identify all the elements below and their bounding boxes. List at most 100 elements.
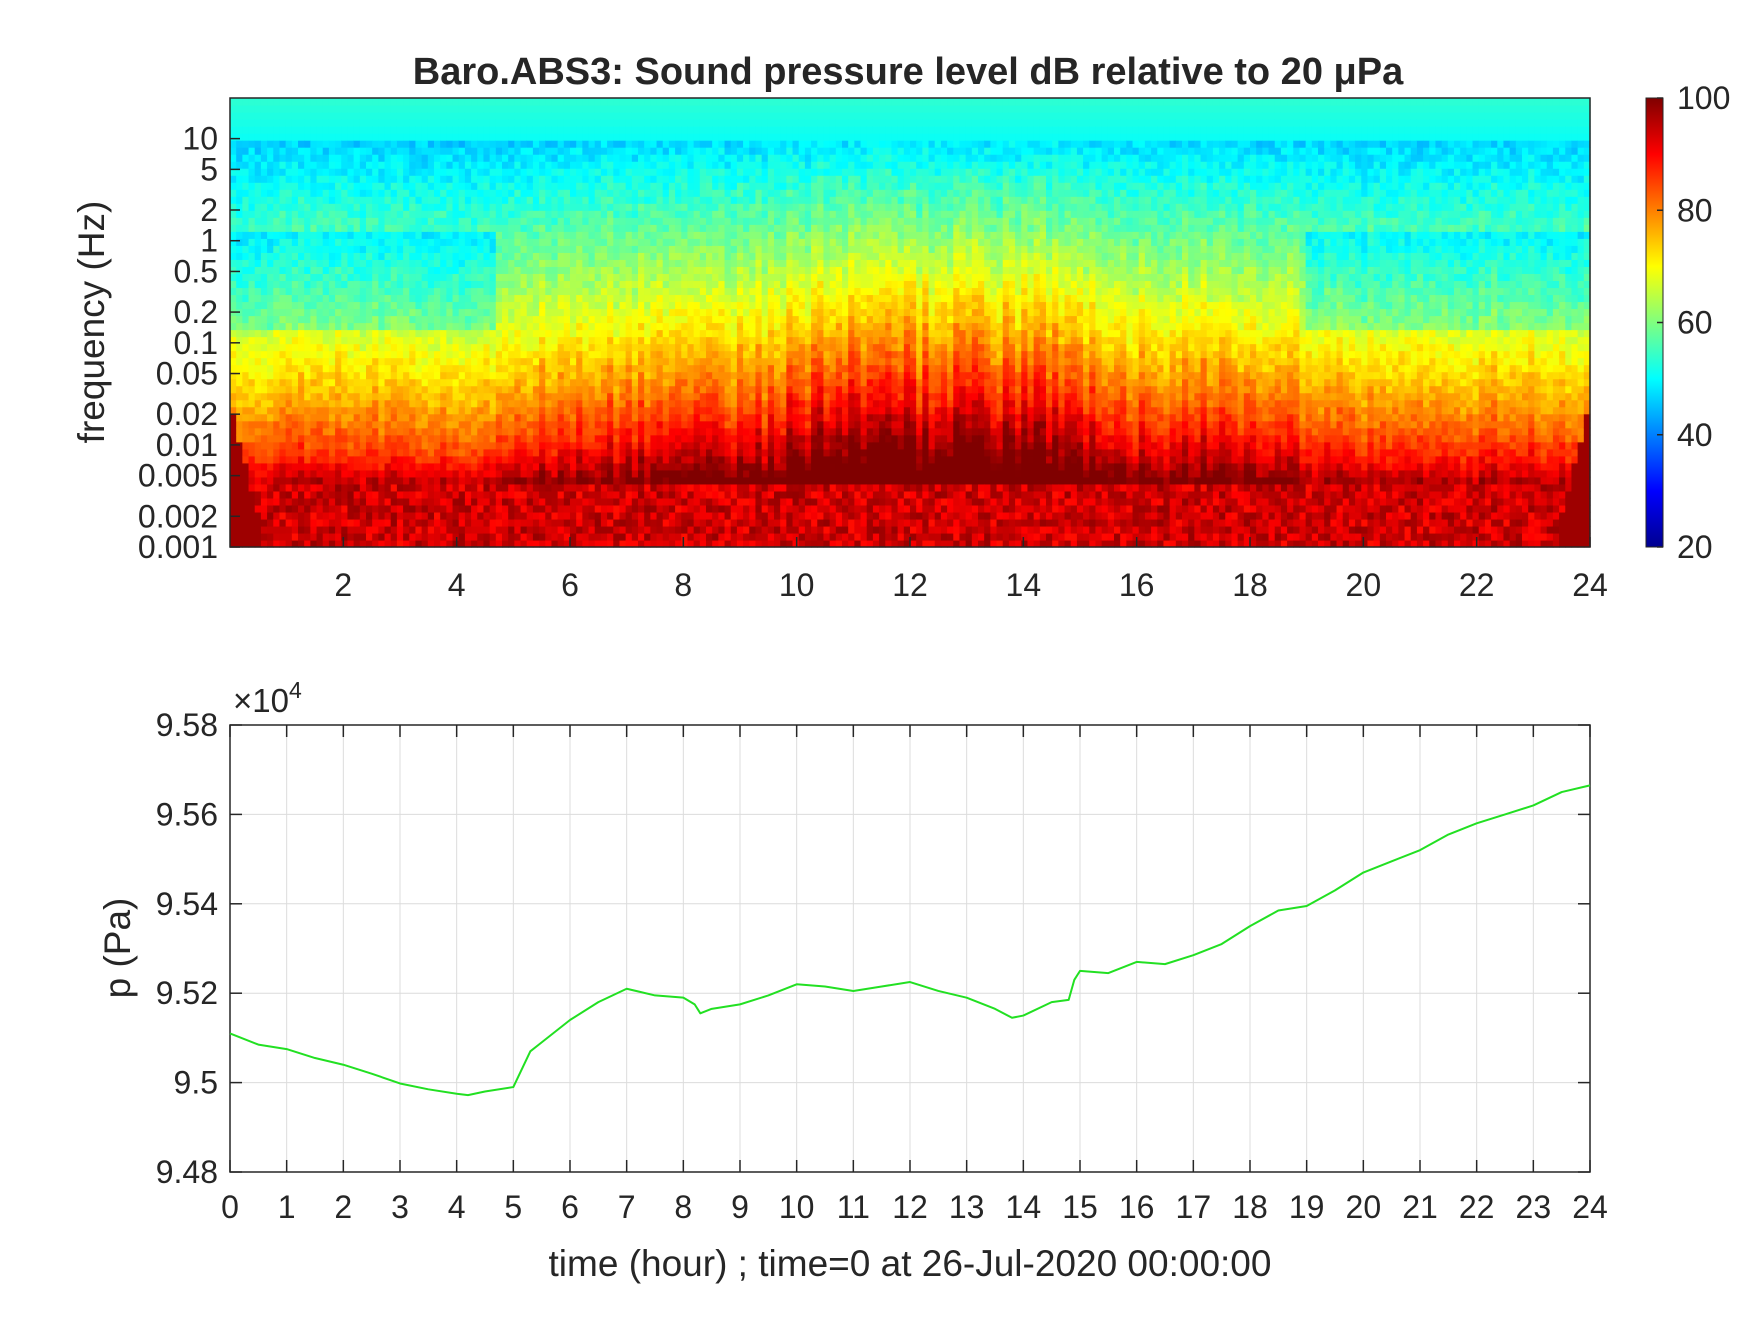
spectrogram-cell <box>353 532 361 541</box>
spectrogram-cell <box>619 469 627 478</box>
spectrogram-cell <box>489 231 497 239</box>
spectrogram-cell <box>681 371 689 380</box>
spectrogram-cell <box>267 259 274 267</box>
spectrogram-cell <box>699 245 707 253</box>
spectrogram-cell <box>495 483 503 492</box>
spectrogram-cell <box>304 182 311 190</box>
spectrogram-cell <box>347 532 355 541</box>
spectrogram-cell <box>638 119 645 127</box>
spectrogram-cell <box>273 350 281 359</box>
spectrogram-cell <box>625 539 633 548</box>
spectrogram-cell <box>471 175 478 183</box>
spectrogram-cell <box>279 245 287 253</box>
spectrogram-cell <box>384 462 392 471</box>
spectrogram-cell <box>557 315 565 324</box>
spectrogram-cell <box>409 357 417 366</box>
spectrogram-cell <box>656 189 664 197</box>
spectrogram-cell <box>520 175 528 183</box>
spectrogram-cell <box>668 322 676 331</box>
spectrogram-cell <box>242 350 250 359</box>
spectrogram-cell <box>396 497 404 506</box>
spectrogram-cell <box>310 371 318 380</box>
spectrogram-cell <box>452 147 460 155</box>
spectrogram-cell <box>316 105 324 113</box>
spectrogram-cell <box>421 329 429 338</box>
spectrogram-cell <box>353 168 361 176</box>
spectrogram-cell <box>681 203 689 211</box>
spectrogram-cell <box>520 497 528 506</box>
spectrogram-cell <box>298 448 305 457</box>
spectrogram-cell <box>687 133 695 141</box>
spectrogram-cell <box>576 357 583 366</box>
spectrogram-cell <box>477 294 485 303</box>
spectrogram-cell <box>372 224 379 232</box>
spectrogram-cell <box>273 161 281 169</box>
spectrogram-cell <box>298 322 305 331</box>
spectrogram-cell <box>248 224 256 232</box>
spectrogram-cell <box>242 455 250 464</box>
spectrogram-cell <box>335 539 342 548</box>
spectrogram-cell <box>458 112 466 120</box>
spectrogram-cell <box>396 448 404 457</box>
spectrogram-cell <box>675 469 682 478</box>
spectrogram-cell <box>254 455 262 464</box>
spectrogram-cell <box>279 259 287 267</box>
spectrogram-cell <box>588 315 596 324</box>
spectrogram-cell <box>304 301 311 310</box>
spectrogram-cell <box>625 301 633 310</box>
spectrogram-cell <box>483 98 491 106</box>
spectrogram-cell <box>452 371 460 380</box>
spectrogram-cell <box>366 238 373 246</box>
spectrogram-cell <box>304 441 311 450</box>
spectrogram-cell <box>452 483 460 492</box>
spectrogram-cell <box>619 399 627 408</box>
spectrogram-cell <box>483 448 491 457</box>
spectrogram-cell <box>378 315 386 324</box>
spectrogram-cell <box>242 196 250 204</box>
spectrogram-cell <box>452 455 460 464</box>
spectrogram-cell <box>668 189 676 197</box>
spectrogram-cell <box>477 427 485 436</box>
spectrogram-cell <box>600 112 608 120</box>
spectrogram-cell <box>681 182 689 190</box>
spectrogram-cell <box>706 476 713 485</box>
spectrogram-cell <box>378 490 386 499</box>
spectrogram-cell <box>563 196 571 204</box>
spectrogram-cell <box>693 133 701 141</box>
spectrogram-cell <box>291 161 299 169</box>
spectrogram-cell <box>687 238 695 246</box>
spectrogram-cell <box>600 266 608 274</box>
spectrogram-cell <box>242 98 250 106</box>
spectrogram-cell <box>644 210 651 218</box>
spectrogram-cell <box>273 301 281 310</box>
spectrogram-cell <box>242 427 250 436</box>
spectrogram-cell <box>421 203 429 211</box>
spectrogram-cell <box>328 196 336 204</box>
spectrogram-cell <box>427 462 435 471</box>
spectrogram-cell <box>236 455 243 464</box>
spectrogram-cell <box>557 476 565 485</box>
spectrogram-cell <box>260 182 268 190</box>
spectrogram-cell <box>495 469 503 478</box>
spectrogram-cell <box>415 245 423 253</box>
spectrogram-cell <box>656 238 664 246</box>
spectrogram-cell <box>582 483 590 492</box>
spectrogram-cell <box>464 399 472 408</box>
spectrogram-cell <box>675 490 682 499</box>
spectrogram-cell <box>328 448 336 457</box>
spectrogram-cell <box>502 413 509 422</box>
spectrogram-cell <box>421 140 429 148</box>
spectrogram-cell <box>557 119 565 127</box>
spectrogram-cell <box>594 511 602 520</box>
spectrogram-cell <box>427 385 435 394</box>
spectrogram-cell <box>644 322 651 331</box>
spectrogram-cell <box>638 518 645 527</box>
spectrogram-cell <box>421 343 429 352</box>
spectrogram-cell <box>458 336 466 345</box>
spectrogram-cell <box>230 112 237 120</box>
spectrogram-cell <box>502 133 509 141</box>
spectrogram-cell <box>285 350 293 359</box>
spectrogram-cell <box>230 378 237 387</box>
spectrogram-cell <box>539 392 546 401</box>
spectrogram-cell <box>681 518 689 527</box>
